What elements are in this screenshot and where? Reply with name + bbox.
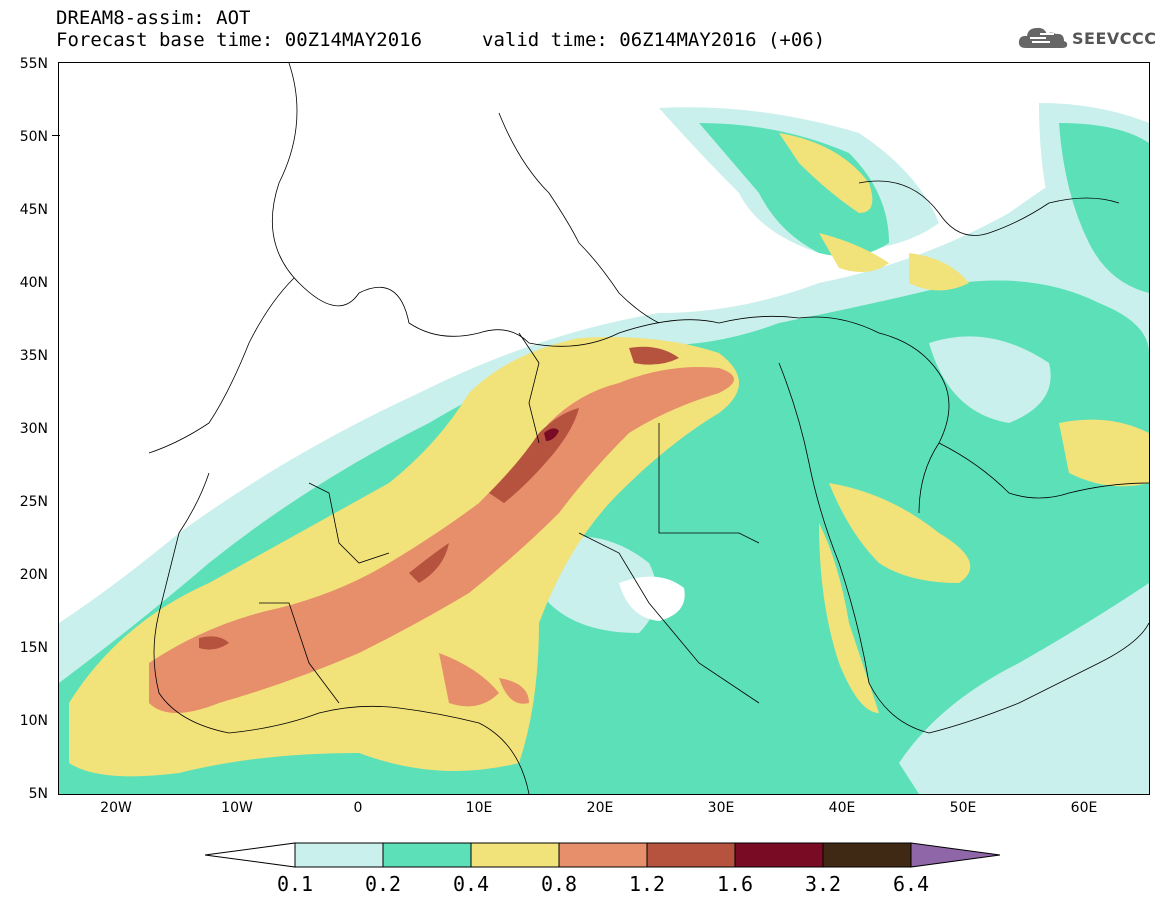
seevccc-logo: SEEVCCC xyxy=(1018,24,1157,52)
lat-label-50n: 50N xyxy=(19,129,48,145)
lon-label-10e: 10E xyxy=(465,800,493,816)
lat-label-15n: 15N xyxy=(19,640,48,656)
colorbar-seg-2 xyxy=(382,842,472,868)
colorbar-seg-7 xyxy=(822,842,912,868)
lat-label-40n: 40N xyxy=(19,275,48,291)
colorbar-label-0.8: 0.8 xyxy=(540,872,578,896)
aot-band-1.2 xyxy=(199,346,679,650)
aot-map xyxy=(58,62,1150,795)
colorbar-seg-4 xyxy=(558,842,648,868)
colorbar-label-0.4: 0.4 xyxy=(452,872,490,896)
colorbar-label-0.1: 0.1 xyxy=(276,872,314,896)
colorbar-label-1.6: 1.6 xyxy=(716,872,754,896)
colorbar-seg-5 xyxy=(646,842,736,868)
coastlines xyxy=(148,63,1149,794)
aot-band-1.6 xyxy=(544,428,559,441)
colorbar-over xyxy=(910,842,1000,868)
lat-label-10n: 10N xyxy=(19,713,48,729)
colorbar-label-3.2: 3.2 xyxy=(804,872,842,896)
aot-band-0.4-north xyxy=(779,133,873,213)
lon-label-0: 0 xyxy=(353,800,363,816)
aot-band-0.2-north xyxy=(699,123,889,257)
aot-band-0.4-arabia xyxy=(829,483,971,583)
aot-colorbar xyxy=(205,842,1000,868)
lat-label-5n: 5N xyxy=(28,786,48,802)
colorbar-seg-1 xyxy=(294,842,384,868)
aot-field xyxy=(59,63,1149,794)
colorbar-label-0.2: 0.2 xyxy=(364,872,402,896)
map-title: DREAM8-assim: AOT xyxy=(56,7,251,29)
aot-band-0.4-gulf xyxy=(1059,419,1149,487)
aot-clear-patch-2 xyxy=(619,576,685,621)
lon-label-20w: 20W xyxy=(100,800,132,816)
colorbar-under xyxy=(205,842,296,868)
lat-label-30n: 30N xyxy=(19,421,48,437)
forecast-base-time: Forecast base time: 00Z14MAY2016 xyxy=(56,29,423,51)
aot-band-0.8 xyxy=(149,367,734,713)
valid-time: valid time: 06Z14MAY2016 (+06) xyxy=(482,29,826,51)
lat-label-20n: 20N xyxy=(19,567,48,583)
colorbar-seg-3 xyxy=(470,842,560,868)
colorbar-label-6.4: 6.4 xyxy=(892,872,930,896)
lon-label-30e: 30E xyxy=(707,800,735,816)
colorbar-label-1.2: 1.2 xyxy=(628,872,666,896)
aot-band-0.4-caucasus xyxy=(819,233,969,291)
lon-label-40e: 40E xyxy=(828,800,856,816)
lon-label-60e: 60E xyxy=(1070,800,1098,816)
lat-label-45n: 45N xyxy=(19,202,48,218)
cloud-icon xyxy=(1018,27,1068,48)
lon-label-10w: 10W xyxy=(221,800,253,816)
lat-label-55n: 55N xyxy=(19,56,48,72)
aot-band-0.4-redsea xyxy=(819,523,879,713)
lon-label-50e: 50E xyxy=(949,800,977,816)
lon-label-20e: 20E xyxy=(586,800,614,816)
aot-clear-patch-3 xyxy=(929,336,1051,423)
aot-band-0.2-east xyxy=(1059,123,1149,293)
lat-tick xyxy=(52,135,60,136)
logo-text: SEEVCCC xyxy=(1072,28,1157,48)
lat-label-35n: 35N xyxy=(19,348,48,364)
colorbar-seg-6 xyxy=(734,842,824,868)
aot-band-0.8-sahel xyxy=(439,653,529,707)
lat-label-25n: 25N xyxy=(19,494,48,510)
